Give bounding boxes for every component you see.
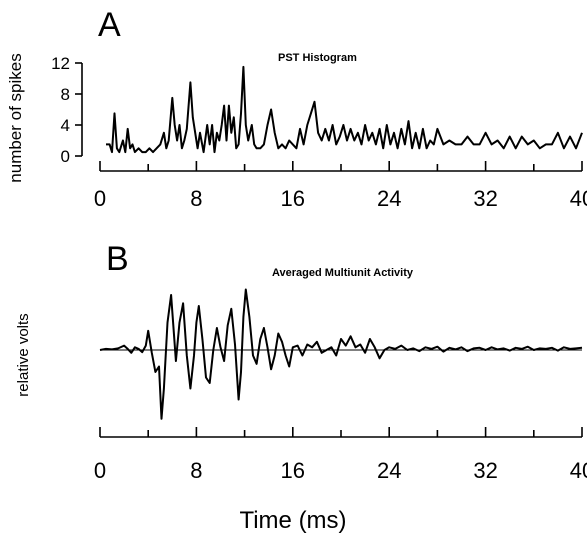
panel-a-y-tick-label: 12 [51,54,70,73]
panel-b-letter: B [106,240,129,278]
panel-b-x-tick-label: 0 [94,458,106,483]
panel-a-y-axis-label: number of spikes [6,53,25,182]
panel-a-x-tick-label: 16 [281,186,305,211]
x-axis-label: Time (ms) [239,507,346,534]
panel-b-y-axis-label: relative volts [15,313,32,396]
panel-a-title: PST Histogram [278,52,357,64]
panel-b-x-tick-label: 8 [190,458,202,483]
panel-a-y-tick-label: 4 [61,116,70,135]
panel-a-x-axis: 0 8 16 24 32 40 [94,161,587,211]
panel-b-x-tick-label: 32 [473,458,497,483]
panel-a: A PST Histogram number of spikes 0 4 8 12 0… [6,6,587,211]
panel-b: B Averaged Multiunit Activity relative v… [15,240,587,534]
panel-b-title: Averaged Multiunit Activity [272,267,414,279]
panel-a-x-tick-label: 32 [473,186,497,211]
panel-a-y-axis: 0 4 8 12 [51,54,83,166]
panel-a-x-tick-label: 24 [377,186,401,211]
panel-a-x-tick-label: 0 [94,186,106,211]
panel-a-y-tick-label: 0 [61,147,70,166]
panel-b-x-tick-label: 40 [570,458,587,483]
panel-a-histogram-trace [106,65,583,154]
panel-b-x-axis: 0 8 16 24 32 40 [94,427,587,483]
panel-b-x-tick-label: 16 [281,458,305,483]
panel-a-letter: A [98,6,121,44]
panel-a-x-tick-label: 8 [190,186,202,211]
panel-a-y-tick-label: 8 [61,85,70,104]
panel-b-activity-trace [99,288,583,420]
panel-a-x-tick-label: 40 [570,186,587,211]
panel-b-x-tick-label: 24 [377,458,401,483]
